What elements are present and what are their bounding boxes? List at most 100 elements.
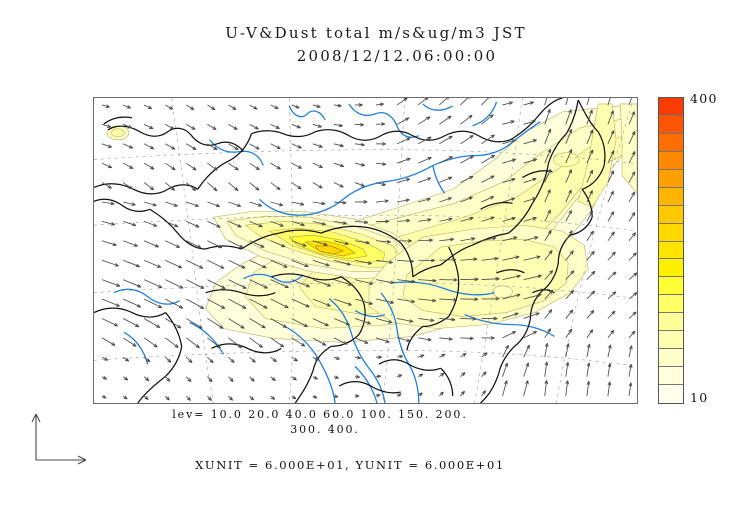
wind-vector-arrow [628, 212, 636, 222]
wind-vector-arrow [143, 162, 155, 170]
wind-vector-arrow [460, 196, 473, 203]
wind-vector-arrow [417, 98, 429, 106]
wind-vector-arrow [481, 390, 487, 397]
wind-vector-arrow [312, 356, 319, 361]
wind-vector-arrow [607, 150, 615, 164]
wind-vector-arrow [228, 240, 244, 249]
wind-vector-arrow [186, 240, 202, 249]
wind-vector-arrow [607, 344, 612, 358]
wind-vector-arrow [397, 318, 414, 323]
wind-vector-arrow [354, 240, 370, 245]
wind-vector-arrow [270, 182, 281, 191]
wind-vector-arrow [312, 104, 321, 108]
wind-vector-arrow [565, 209, 573, 222]
wind-vector-arrow [397, 279, 416, 284]
wind-vector-arrow [523, 255, 541, 261]
wind-vector-arrow [397, 198, 410, 203]
colorbar-band [659, 349, 683, 368]
wind-vector-arrow [270, 318, 287, 328]
wind-vector-arrow [354, 200, 368, 204]
wind-vector-arrow [460, 317, 477, 321]
wind-vector-arrow [249, 201, 263, 207]
wind-vector-arrow [376, 142, 386, 146]
wind-vector-arrow [628, 345, 633, 358]
axis-units-label: XUNIT = 6.000E+01, YUNIT = 6.000E+01 [195, 458, 505, 472]
wind-vector-arrow [249, 279, 268, 289]
wind-vector-arrow [270, 376, 276, 382]
wind-vector-arrow [375, 394, 381, 398]
wind-vector-arrow [270, 259, 288, 268]
wind-vector-arrow [481, 296, 500, 301]
wind-vector-arrow [460, 155, 474, 164]
wind-vector-arrow [249, 240, 265, 248]
wind-vector-arrow [502, 158, 517, 164]
wind-vector-arrow [607, 291, 617, 300]
wind-vector-arrow [607, 271, 617, 280]
wind-vector-arrow [228, 162, 239, 171]
wind-vector-arrow [165, 162, 176, 171]
colorbar-band [659, 241, 683, 260]
wind-vector-arrow [165, 259, 183, 269]
wind-vector-arrow [143, 318, 161, 329]
wind-vector-arrow [186, 279, 205, 289]
wind-vector-arrow [165, 240, 181, 248]
wind-vector-arrow [185, 376, 192, 383]
wind-vector-arrow [228, 356, 235, 364]
wind-vector-arrow [502, 331, 517, 339]
contour-levels-line-1: lev= 10.0 20.0 40.0 60.0 100. 150. 200. [172, 408, 468, 421]
wind-vector-arrow [460, 390, 465, 397]
wind-vector-arrow [439, 317, 456, 322]
wind-vector-arrow [101, 376, 108, 380]
wind-vector-arrow [354, 259, 372, 265]
wind-vector-arrow [396, 137, 411, 145]
wind-vector-arrow [586, 380, 591, 397]
wind-vector-arrow [607, 310, 616, 319]
wind-vector-arrow [418, 177, 432, 183]
wind-vector-arrow [122, 318, 140, 328]
wind-vector-arrow [481, 216, 495, 222]
wind-vector-arrow [249, 259, 267, 269]
wind-vector-arrow [565, 189, 572, 203]
wind-vector-arrow [333, 240, 349, 246]
wind-vector-arrow [164, 337, 179, 348]
wind-vector-arrow [143, 395, 149, 401]
wind-vector-arrow [544, 269, 554, 280]
wind-vector-arrow [565, 328, 573, 339]
wind-vector-arrow [607, 251, 616, 261]
wind-vector-arrow [376, 219, 390, 224]
colorbar-band [659, 133, 683, 152]
wind-vector-arrow [502, 139, 516, 145]
wind-vector-arrow [122, 356, 130, 362]
wind-vector-arrow [417, 116, 431, 125]
wind-vector-arrow [439, 135, 453, 145]
wind-vector-arrow [333, 200, 347, 205]
wind-vector-arrow [481, 256, 499, 261]
wind-vector-arrow [270, 201, 284, 207]
wind-vector-arrow [628, 130, 636, 144]
wind-vector-arrow [291, 376, 297, 381]
wind-vector-arrow [143, 123, 154, 130]
wind-vector-arrow [544, 189, 551, 203]
wind-vector-arrow [586, 210, 594, 222]
wind-vector-arrow [565, 309, 574, 319]
wind-vector-arrow [143, 240, 160, 248]
wind-vector-arrow [122, 123, 133, 129]
wind-vector-arrow [523, 380, 529, 397]
wind-vector-arrow [607, 231, 615, 242]
wind-vector-arrow [354, 220, 369, 224]
wind-vector-arrow [333, 182, 344, 188]
wind-vector-arrow [586, 230, 594, 241]
vector-scale-key [31, 413, 87, 465]
wind-vector-arrow [249, 298, 268, 309]
wind-vector-arrow [101, 259, 119, 267]
wind-vector-arrow [207, 259, 225, 269]
wind-vector-arrow [270, 162, 281, 170]
wind-vector-arrow [270, 298, 289, 309]
wind-vector-arrow [165, 279, 184, 289]
wind-vector-arrow [207, 298, 226, 309]
wind-vector-arrow [523, 177, 537, 183]
wind-vector-arrow [481, 371, 487, 377]
wind-vector-arrow [207, 104, 216, 111]
wind-vector-arrow [460, 114, 473, 125]
colorbar-band [659, 187, 683, 206]
